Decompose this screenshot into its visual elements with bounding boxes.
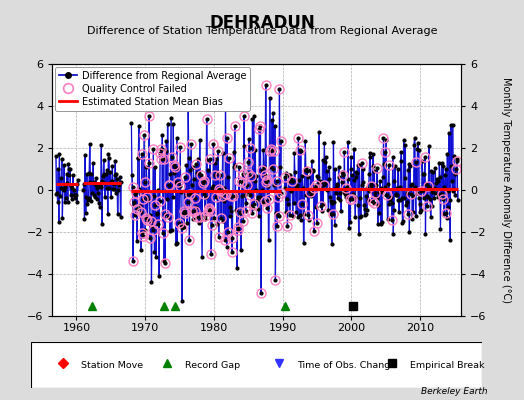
Text: Record Gap: Record Gap — [184, 360, 240, 370]
Text: DEHRADUN: DEHRADUN — [209, 14, 315, 32]
Text: Station Move: Station Move — [81, 360, 143, 370]
Text: Time of Obs. Change: Time of Obs. Change — [297, 360, 397, 370]
Y-axis label: Monthly Temperature Anomaly Difference (°C): Monthly Temperature Anomaly Difference (… — [500, 77, 510, 303]
Text: Empirical Break: Empirical Break — [410, 360, 485, 370]
Text: Difference of Station Temperature Data from Regional Average: Difference of Station Temperature Data f… — [87, 26, 437, 36]
Legend: Difference from Regional Average, Quality Control Failed, Estimated Station Mean: Difference from Regional Average, Qualit… — [56, 67, 250, 110]
Text: Berkeley Earth: Berkeley Earth — [421, 387, 487, 396]
FancyBboxPatch shape — [31, 342, 482, 388]
